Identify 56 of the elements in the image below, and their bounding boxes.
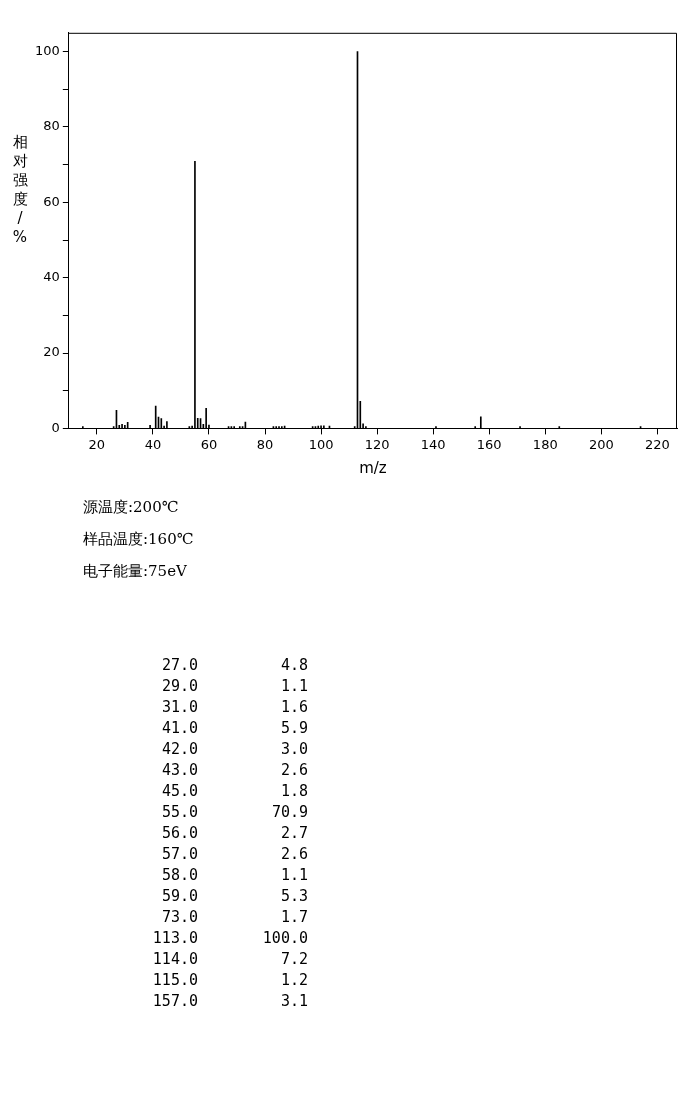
text: 3.0 <box>279 738 308 759</box>
x-tick-label: 200 <box>588 436 614 452</box>
text: 70.9 <box>270 801 308 822</box>
y-tick-label: 60 <box>43 193 60 209</box>
x-tick-label: 60 <box>200 436 218 452</box>
text: 114.0 <box>151 948 198 969</box>
text: 100.0 <box>261 927 308 948</box>
y-tick-label: 80 <box>43 118 60 134</box>
text: 3.1 <box>279 990 308 1011</box>
text: 29.0 <box>160 675 198 696</box>
x-tick-label: 20 <box>88 436 106 452</box>
text: 56.0 <box>160 822 198 843</box>
text: 1.8 <box>279 780 308 801</box>
text: 45.0 <box>160 780 198 801</box>
text: 5.3 <box>279 885 308 906</box>
text: 1.2 <box>279 969 308 990</box>
text: 5.9 <box>279 717 308 738</box>
text: 2.6 <box>279 843 308 864</box>
y-tick-label: 100 <box>34 43 60 59</box>
text: 源温度:200℃ <box>83 498 180 518</box>
text: 59.0 <box>160 885 198 906</box>
y-tick-label: 40 <box>43 269 60 285</box>
y-tick-label: 20 <box>43 344 60 360</box>
text: 1.7 <box>279 906 308 927</box>
text: 1.6 <box>279 696 308 717</box>
y-tick-label: 0 <box>51 419 60 435</box>
text: 1.1 <box>279 675 308 696</box>
text: 2.6 <box>279 759 308 780</box>
text: 4.8 <box>279 654 308 675</box>
text: 42.0 <box>160 738 198 759</box>
x-tick-label: 140 <box>420 436 446 452</box>
x-tick-label: 220 <box>644 436 670 452</box>
x-tick-label: 40 <box>144 436 162 452</box>
text: 7.2 <box>279 948 308 969</box>
text: 样品温度:160℃ <box>83 530 195 550</box>
x-tick-label: 100 <box>308 436 334 452</box>
text: 113.0 <box>151 927 198 948</box>
x-tick-label: 80 <box>256 436 274 452</box>
text: 43.0 <box>160 759 198 780</box>
text: 27.0 <box>160 654 198 675</box>
text: 电子能量:75eV <box>83 562 188 582</box>
text: 41.0 <box>160 717 198 738</box>
text: 115.0 <box>151 969 198 990</box>
x-axis-title: m/z <box>359 458 387 477</box>
text: 57.0 <box>160 843 198 864</box>
text: 73.0 <box>160 906 198 927</box>
x-tick-label: 180 <box>532 436 558 452</box>
x-tick-label: 120 <box>364 436 390 452</box>
text: 2.7 <box>279 822 308 843</box>
x-tick-label: 160 <box>476 436 502 452</box>
text: 31.0 <box>160 696 198 717</box>
text: 55.0 <box>160 801 198 822</box>
text: 1.1 <box>279 864 308 885</box>
text: 157.0 <box>151 990 198 1011</box>
text: 58.0 <box>160 864 198 885</box>
y-axis-title: 相对强度/% <box>11 133 29 247</box>
